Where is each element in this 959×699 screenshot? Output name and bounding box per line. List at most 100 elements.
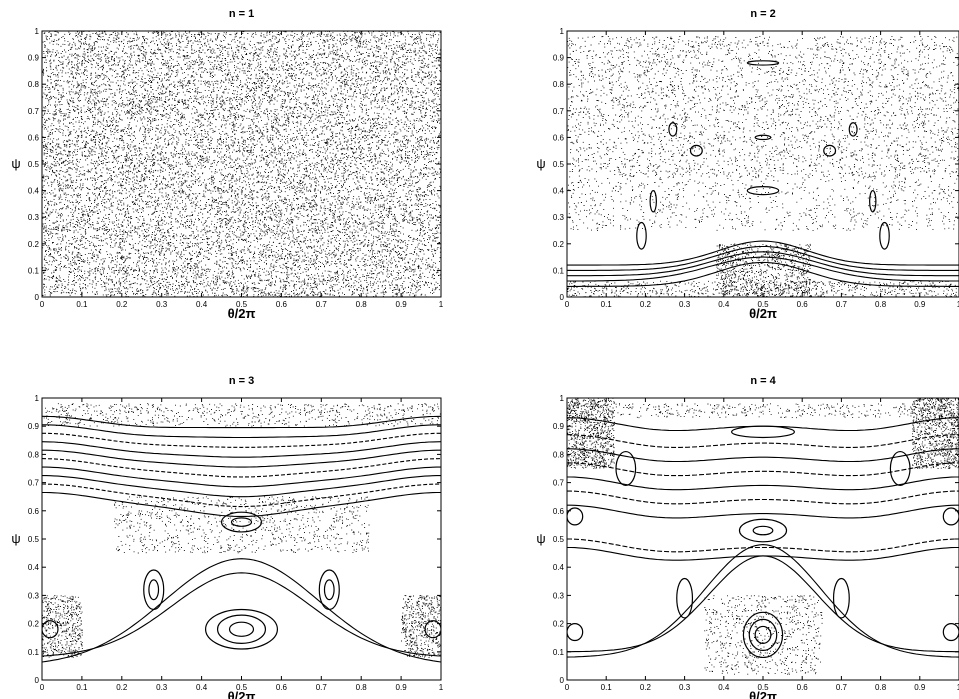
island-orbit xyxy=(869,190,877,213)
x-tick-label: 1 xyxy=(439,300,444,309)
chaotic-points xyxy=(567,398,615,469)
torus-orbit xyxy=(567,546,959,561)
torus-orbit xyxy=(567,448,959,463)
y-tick-label: 0.8 xyxy=(28,80,40,89)
y-tick-label: 0.5 xyxy=(28,535,40,544)
y-tick-label: 0.4 xyxy=(553,563,565,572)
x-tick-label: 0.1 xyxy=(76,683,88,692)
x-tick-label: 0.5 xyxy=(236,683,248,692)
y-tick-label: 0.2 xyxy=(553,620,565,629)
chaotic-points xyxy=(114,496,370,554)
x-tick-label: 0.4 xyxy=(718,300,730,309)
y-tick-label: 0.5 xyxy=(553,160,565,169)
y-axis-label: ψ xyxy=(11,531,20,546)
arch-orbit xyxy=(567,544,959,658)
y-tick-label: 0.5 xyxy=(28,160,40,169)
plot-area xyxy=(567,35,959,297)
island-orbit xyxy=(148,579,160,601)
x-axis-label: θ/2π xyxy=(749,306,777,321)
y-axis-label: ψ xyxy=(11,156,20,171)
chaotic-points xyxy=(567,35,959,178)
torus-orbit xyxy=(567,490,959,505)
panel-1: 0 0.1 0.2 0.3 0.4 0.5 0.6 0.7 0.8 0.9 1 0 0.1 0.2 0.3 0… xyxy=(11,8,443,321)
arch-orbit xyxy=(42,558,441,663)
island-orbit xyxy=(742,611,784,659)
chaotic-points xyxy=(568,176,959,231)
chaotic-points xyxy=(567,280,959,297)
x-tick-label: 0.3 xyxy=(679,300,691,309)
panel-title: n = 1 xyxy=(229,8,254,20)
x-tick-label: 0 xyxy=(40,300,45,309)
y-tick-label: 0.4 xyxy=(28,187,40,196)
torus-orbit xyxy=(42,483,441,508)
y-tick-label: 0.2 xyxy=(28,240,40,249)
x-tick-label: 1 xyxy=(957,683,959,692)
island-orbit xyxy=(230,517,253,527)
y-tick-label: 0.6 xyxy=(28,507,40,516)
chaotic-points xyxy=(42,595,83,658)
torus-orbit xyxy=(42,458,441,478)
y-tick-label: 0.8 xyxy=(553,450,565,459)
island-orbit xyxy=(746,60,780,66)
x-tick-label: 0.8 xyxy=(875,300,887,309)
arch-orbit xyxy=(567,555,959,653)
x-tick-label: 0.7 xyxy=(316,300,328,309)
island-orbit xyxy=(318,569,340,611)
panel-title: n = 3 xyxy=(229,375,254,387)
x-tick-label: 0.5 xyxy=(236,300,248,309)
x-tick-label: 0.6 xyxy=(276,683,288,692)
y-tick-label: 0.9 xyxy=(553,54,565,63)
island-orbit xyxy=(746,186,780,196)
island-orbit xyxy=(879,221,890,250)
island-orbit xyxy=(649,190,657,213)
torus-orbit xyxy=(42,491,441,517)
y-tick-label: 0.6 xyxy=(553,507,565,516)
x-tick-label: 0.3 xyxy=(679,683,691,692)
y-tick-label: 0.3 xyxy=(28,213,40,222)
x-axis-label: θ/2π xyxy=(228,306,256,321)
y-tick-label: 0.2 xyxy=(28,620,40,629)
x-tick-label: 0.9 xyxy=(396,683,408,692)
x-tick-label: 0.9 xyxy=(914,300,926,309)
y-tick-label: 0.3 xyxy=(553,213,565,222)
y-tick-label: 0.4 xyxy=(28,563,40,572)
x-tick-label: 0.7 xyxy=(836,683,848,692)
y-tick-label: 0.6 xyxy=(553,133,565,142)
x-tick-label: 0.9 xyxy=(914,683,926,692)
x-tick-label: 0 xyxy=(40,683,45,692)
x-tick-label: 0.5 xyxy=(757,300,769,309)
x-tick-label: 0.9 xyxy=(396,300,408,309)
torus-orbit xyxy=(567,476,959,491)
x-tick-label: 0.6 xyxy=(797,300,809,309)
island-orbit xyxy=(738,518,788,543)
y-tick-label: 0.9 xyxy=(553,422,565,431)
y-tick-label: 0.1 xyxy=(28,266,40,275)
torus-orbit xyxy=(42,475,441,498)
y-axis-label: ψ xyxy=(536,531,545,546)
y-tick-label: 0.8 xyxy=(28,450,40,459)
x-tick-label: 0.1 xyxy=(601,300,613,309)
torus-orbit xyxy=(42,424,441,439)
panel-title: n = 4 xyxy=(750,375,776,387)
y-tick-label: 0.9 xyxy=(28,54,40,63)
x-tick-label: 0 xyxy=(565,683,570,692)
x-tick-label: 1 xyxy=(957,300,959,309)
x-tick-label: 0.3 xyxy=(156,683,168,692)
y-tick-label: 0 xyxy=(560,293,565,302)
x-tick-label: 0.6 xyxy=(276,300,288,309)
panel-title: n = 2 xyxy=(750,8,775,20)
island-orbit xyxy=(668,122,678,137)
axes-frame xyxy=(566,397,959,681)
y-axis-label: ψ xyxy=(536,156,545,171)
y-tick-label: 0.4 xyxy=(553,187,565,196)
island-orbit xyxy=(942,623,959,642)
torus-orbit xyxy=(567,538,959,553)
y-tick-label: 0.9 xyxy=(28,422,40,431)
island-orbit xyxy=(689,144,703,157)
panel-3: 0 0.1 0.2 0.3 0.4 0.5 0.6 0.7 0.8 0.9 1 0 0.1 0.2 0.3 0… xyxy=(11,375,443,699)
y-tick-label: 0.7 xyxy=(553,107,565,116)
arch-orbit xyxy=(567,261,959,287)
x-tick-label: 0.1 xyxy=(76,300,88,309)
x-tick-label: 0.4 xyxy=(196,300,208,309)
y-tick-label: 0.1 xyxy=(553,266,565,275)
